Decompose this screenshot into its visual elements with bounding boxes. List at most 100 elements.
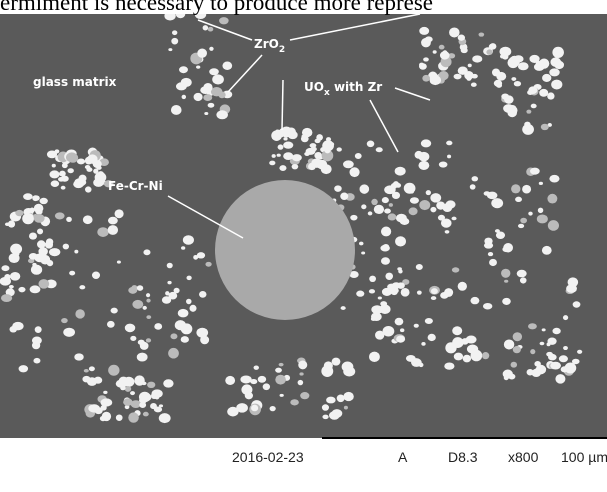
particle xyxy=(205,262,211,267)
particle xyxy=(111,308,118,314)
particle xyxy=(67,168,73,173)
particle xyxy=(9,253,20,263)
particle xyxy=(292,164,299,169)
particle xyxy=(342,362,354,372)
particle xyxy=(488,252,493,256)
particle xyxy=(275,375,286,385)
particle xyxy=(396,335,405,342)
particle xyxy=(520,277,527,283)
particle xyxy=(355,153,362,159)
particle xyxy=(468,64,472,68)
particle xyxy=(551,80,562,90)
particle xyxy=(471,83,477,87)
particle xyxy=(171,106,181,115)
particle xyxy=(534,368,539,373)
particle xyxy=(258,376,266,383)
particle xyxy=(269,161,275,166)
particle xyxy=(484,191,490,196)
particle xyxy=(125,324,135,333)
particle xyxy=(359,242,364,246)
particle xyxy=(101,398,113,406)
particle xyxy=(444,362,454,369)
particle xyxy=(19,365,29,372)
particle xyxy=(513,346,521,353)
particle xyxy=(308,163,316,170)
particle xyxy=(511,77,516,81)
particle xyxy=(430,75,441,85)
label: glass matrix xyxy=(33,75,117,89)
particle xyxy=(290,399,299,405)
particle xyxy=(526,110,531,114)
particle xyxy=(61,176,69,182)
particle xyxy=(134,375,144,385)
particle xyxy=(537,214,548,223)
particle xyxy=(218,91,225,98)
particle xyxy=(154,323,162,330)
particle xyxy=(520,218,527,224)
particle xyxy=(406,355,416,362)
particle xyxy=(216,110,228,119)
particle xyxy=(546,352,553,357)
particle xyxy=(212,74,224,84)
particle xyxy=(340,193,348,200)
particle xyxy=(301,135,306,138)
particle xyxy=(447,155,451,159)
particle xyxy=(369,289,375,293)
particle xyxy=(466,76,471,81)
particle xyxy=(97,227,108,237)
particle xyxy=(35,326,42,333)
particle xyxy=(280,394,284,397)
particle xyxy=(549,68,559,76)
particle xyxy=(87,377,97,386)
particle xyxy=(463,355,471,363)
particle xyxy=(49,170,59,178)
particle xyxy=(146,338,151,342)
particle xyxy=(209,47,213,51)
particle xyxy=(107,321,115,328)
particle xyxy=(183,235,194,245)
particle xyxy=(501,269,510,278)
particle xyxy=(299,372,303,375)
particle xyxy=(279,165,286,171)
particle xyxy=(143,412,149,417)
particle xyxy=(51,180,59,187)
particle xyxy=(522,185,531,194)
particle xyxy=(418,161,429,170)
particle xyxy=(23,193,33,200)
particle xyxy=(431,288,438,294)
particle xyxy=(168,348,179,359)
particle xyxy=(208,27,214,32)
particle xyxy=(483,303,492,310)
particle xyxy=(283,129,288,133)
particle xyxy=(530,168,540,175)
particle xyxy=(456,339,464,345)
particle xyxy=(263,383,270,390)
particle xyxy=(168,292,177,300)
particle xyxy=(415,151,423,159)
particle xyxy=(350,215,357,221)
particle xyxy=(503,370,513,379)
particle xyxy=(196,66,200,69)
particle xyxy=(337,147,342,151)
particle xyxy=(566,284,577,293)
particle xyxy=(204,112,208,115)
footer-wd: D8.3 xyxy=(448,449,478,465)
particle xyxy=(416,264,423,270)
particle xyxy=(288,131,298,139)
particle xyxy=(542,74,551,82)
particle xyxy=(511,184,520,193)
particle xyxy=(384,185,396,194)
particle xyxy=(343,392,353,401)
particle xyxy=(504,280,508,283)
particle xyxy=(324,147,331,153)
particle xyxy=(321,365,333,377)
particle xyxy=(540,342,545,346)
particle xyxy=(554,61,564,69)
particle xyxy=(29,232,37,239)
particle xyxy=(254,365,259,369)
particle xyxy=(240,375,251,383)
particle xyxy=(186,299,192,305)
particle xyxy=(425,318,433,324)
particle xyxy=(170,333,177,339)
particle xyxy=(441,219,452,228)
